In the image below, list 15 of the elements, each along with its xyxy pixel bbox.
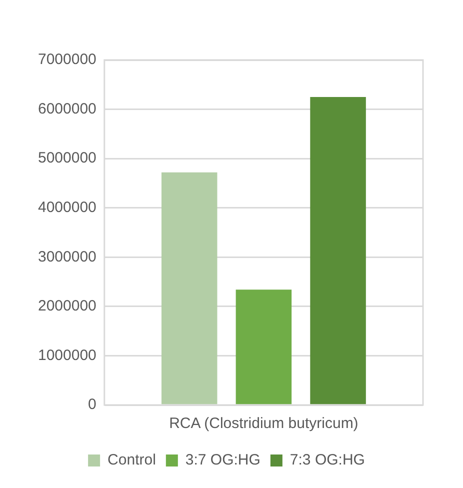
x-tick-label: RCA (Clostridium butyricum) <box>169 415 358 432</box>
bar <box>310 96 366 404</box>
legend-label: 3:7 OG:HG <box>185 452 260 469</box>
y-tick-label: 4000000 <box>38 199 96 216</box>
y-tick-label: 5000000 <box>38 150 96 167</box>
legend-label: Control <box>108 452 156 469</box>
y-tick-label: 2000000 <box>38 298 96 315</box>
legend-label: 7:3 OG:HG <box>290 452 365 469</box>
bar <box>236 290 292 404</box>
y-tick-label: 7000000 <box>38 51 96 68</box>
y-tick-label: 0 <box>88 396 96 414</box>
y-tick-label: 3000000 <box>38 248 96 266</box>
y-tick-label: 1000000 <box>38 346 96 364</box>
y-tick-label: 6000000 <box>38 100 96 118</box>
bar <box>161 172 218 404</box>
